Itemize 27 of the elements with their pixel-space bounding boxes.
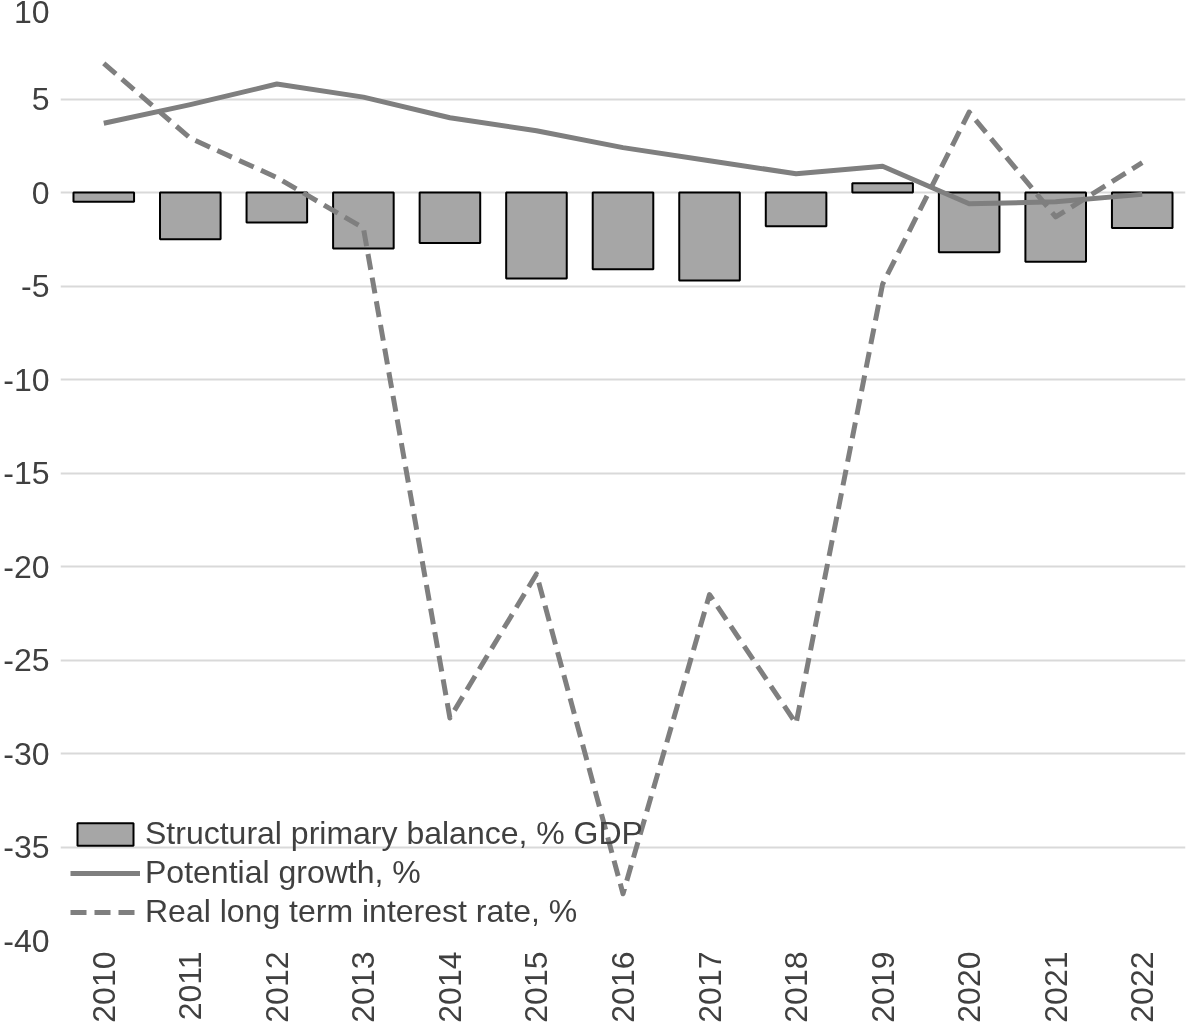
x-tick-label: 2010 (85, 951, 122, 1023)
y-tick-label: -35 (3, 829, 50, 865)
legend-label: Potential growth, % (145, 854, 421, 891)
x-tick-label: 2021 (1037, 951, 1074, 1023)
legend-label: Real long term interest rate, % (145, 893, 578, 930)
legend-label: Structural primary balance, % GDP (145, 815, 643, 852)
x-tick-label: 2016 (605, 951, 641, 1023)
y-tick-label: -15 (3, 455, 50, 491)
y-tick-label: -20 (3, 548, 50, 585)
y-tick-label: 10 (13, 0, 50, 30)
x-tick-label: 2014 (431, 951, 468, 1023)
x-tick-label: 2015 (518, 951, 555, 1023)
y-tick-label: -40 (3, 922, 50, 959)
x-tick-label: 2011 (172, 951, 209, 1021)
x-tick-label: 2020 (951, 951, 988, 1023)
x-tick-label: 2019 (864, 951, 901, 1023)
y-tick-label: -5 (21, 268, 50, 304)
x-tick-label: 2022 (1124, 951, 1161, 1023)
x-tick-label: 2013 (345, 951, 382, 1023)
x-tick-label: 2018 (778, 951, 815, 1023)
y-tick-label: -30 (3, 735, 50, 772)
x-tick-label: 2017 (691, 951, 728, 1023)
y-tick-label: -10 (3, 361, 50, 398)
y-tick-label: -25 (3, 642, 50, 678)
x-tick-label: 2012 (258, 951, 295, 1023)
y-tick-label: 5 (31, 81, 50, 117)
y-tick-label: 0 (31, 174, 50, 211)
